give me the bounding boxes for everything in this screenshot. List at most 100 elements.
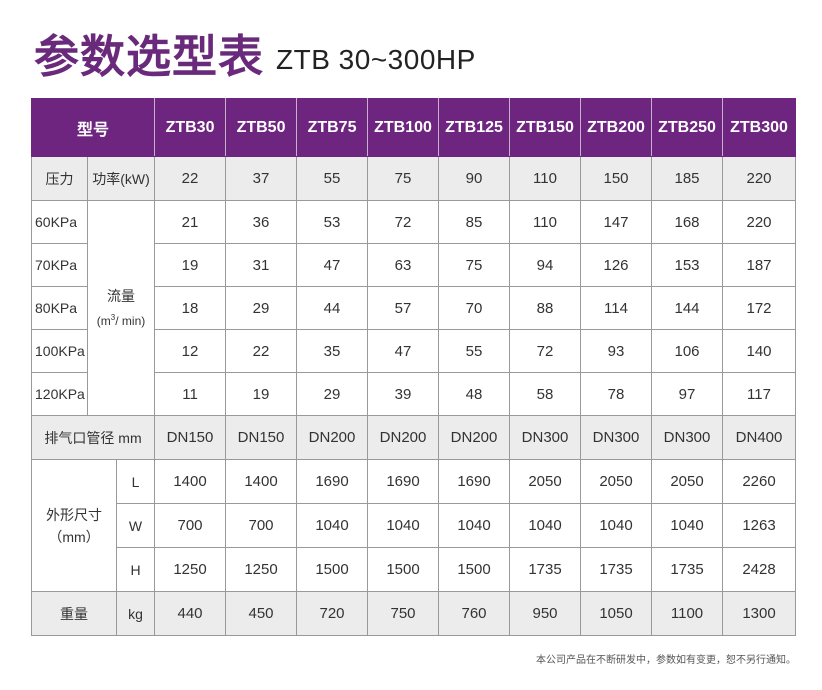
flow-value: 168 <box>651 200 724 244</box>
dimension-value: 1040 <box>438 503 511 548</box>
flow-value: 44 <box>296 286 369 330</box>
dimension-value: 2050 <box>651 459 724 504</box>
dimension-value: 1040 <box>580 503 653 548</box>
flow-value: 144 <box>651 286 724 330</box>
model-header: ZTB100 <box>367 98 440 157</box>
selection-table: 型号 ZTB30 ZTB50 ZTB75 ZTB100 ZTB125 ZTB150 ZTB2… <box>30 98 797 636</box>
flow-value: 153 <box>651 243 724 287</box>
model-header: ZTB300 <box>722 98 797 157</box>
power-value: 185 <box>651 156 724 201</box>
flow-value: 22 <box>225 329 298 373</box>
exhaust-value: DN300 <box>651 415 724 460</box>
dimension-row: W 700 700 1040 1040 1040 1040 1040 1040 1263 <box>32 503 797 548</box>
flow-value: 94 <box>509 243 582 287</box>
dimension-value: 1690 <box>296 459 369 504</box>
flow-value: 55 <box>438 329 511 373</box>
flow-pressure-label: 80KPa <box>31 286 88 330</box>
flow-value: 63 <box>367 243 440 287</box>
power-value: 55 <box>296 156 369 201</box>
flow-value: 29 <box>225 286 298 330</box>
model-header: ZTB30 <box>154 98 227 157</box>
weight-value: 950 <box>509 591 582 636</box>
flow-value: 18 <box>154 286 227 330</box>
dimension-value: 700 <box>225 503 298 548</box>
exhaust-value: DN200 <box>438 415 511 460</box>
title-chinese: 参数选型表 <box>34 30 265 83</box>
dimensions-unit: （mm） <box>48 528 100 545</box>
exhaust-label: 排气口管径 mm <box>30 415 156 460</box>
dimension-value: 1263 <box>722 503 797 548</box>
dimension-row: H 1250 1250 1500 1500 1500 1735 1735 1735 2428 <box>32 547 797 592</box>
power-value: 37 <box>225 156 298 201</box>
weight-value: 1300 <box>722 591 797 636</box>
model-header: ZTB50 <box>225 98 298 157</box>
power-value: 150 <box>580 156 653 201</box>
power-row: 压力 功率(kW) 22 37 55 75 90 110 150 185 220 <box>31 156 797 201</box>
model-header: ZTB125 <box>438 98 511 157</box>
flow-value: 47 <box>296 243 369 287</box>
flow-value: 126 <box>580 243 653 287</box>
flow-value: 31 <box>225 243 298 287</box>
flow-value: 70 <box>438 286 511 330</box>
dimensions-label: 外形尺寸 <box>46 506 102 523</box>
dimension-axis: H <box>115 547 156 592</box>
dimension-value: 2260 <box>722 459 797 504</box>
dimension-value: 1040 <box>296 503 369 548</box>
flow-label: 流量 <box>107 287 135 304</box>
power-label: 功率(kW) <box>86 156 156 201</box>
weight-value: 760 <box>438 591 511 636</box>
dimension-axis: W <box>115 503 156 548</box>
flow-value: 147 <box>580 200 653 244</box>
dimension-value: 1250 <box>154 547 227 592</box>
flow-value: 36 <box>225 200 298 244</box>
dimension-value: 1735 <box>651 547 724 592</box>
flow-value: 140 <box>722 329 797 373</box>
weight-value: 450 <box>225 591 298 636</box>
exhaust-row: 排气口管径 mm DN150 DN150 DN200 DN200 DN200 DN300 D… <box>30 415 797 460</box>
dimension-value: 1735 <box>580 547 653 592</box>
page-title: 参数选型表 ZTB 30~300HP <box>34 26 476 82</box>
flow-value: 85 <box>438 200 511 244</box>
flow-row: 60KPa 流量 (m3/ min) 21 36 53 72 85 110 147 168 22… <box>31 200 797 416</box>
flow-value: 35 <box>296 329 369 373</box>
weight-value: 720 <box>296 591 369 636</box>
flow-value: 11 <box>154 372 227 416</box>
flow-row: 120KPa 11 19 29 39 48 58 78 97 117 <box>31 372 797 416</box>
power-value: 22 <box>154 156 227 201</box>
exhaust-value: DN150 <box>154 415 227 460</box>
weight-row: 重量 kg 440 450 720 750 760 950 1050 1100 1300 <box>31 591 797 636</box>
flow-value: 106 <box>651 329 724 373</box>
dimensions-label-cell: 外形尺寸 （mm） <box>31 459 117 592</box>
exhaust-value: DN200 <box>367 415 440 460</box>
weight-value: 750 <box>367 591 440 636</box>
flow-value: 78 <box>580 372 653 416</box>
dimension-value: 1500 <box>438 547 511 592</box>
footnote: 本公司产品在不断研发中，参数如有变更，恕不另行通知。 <box>536 655 796 666</box>
flow-pressure-label: 120KPa <box>31 372 88 416</box>
dimension-value: 1690 <box>438 459 511 504</box>
model-header: ZTB150 <box>509 98 582 157</box>
flow-value: 72 <box>367 200 440 244</box>
weight-unit: kg <box>115 591 156 636</box>
flow-value: 110 <box>509 200 582 244</box>
dimension-value: 2050 <box>509 459 582 504</box>
pressure-label: 压力 <box>31 156 88 201</box>
flow-value: 72 <box>509 329 582 373</box>
model-header-label: 型号 <box>30 98 156 157</box>
dimension-row: 外形尺寸 （mm） L 1400 1400 1690 1690 1690 2050 2050… <box>31 459 797 592</box>
flow-value: 88 <box>509 286 582 330</box>
flow-pressure-label: 70KPa <box>31 243 88 287</box>
exhaust-value: DN400 <box>722 415 797 460</box>
flow-value: 187 <box>722 243 797 287</box>
flow-value: 12 <box>154 329 227 373</box>
dimension-value: 700 <box>154 503 227 548</box>
dimension-value: 1040 <box>367 503 440 548</box>
flow-value: 220 <box>722 200 797 244</box>
weight-value: 1100 <box>651 591 724 636</box>
flow-value: 19 <box>154 243 227 287</box>
flow-row: 100KPa 12 22 35 47 55 72 93 106 140 <box>31 329 797 373</box>
dimension-value: 1400 <box>154 459 227 504</box>
header-row: 型号 ZTB30 ZTB50 ZTB75 ZTB100 ZTB125 ZTB150 ZTB2… <box>30 98 797 157</box>
exhaust-value: DN300 <box>580 415 653 460</box>
flow-unit: (m3/ min) <box>96 312 146 328</box>
